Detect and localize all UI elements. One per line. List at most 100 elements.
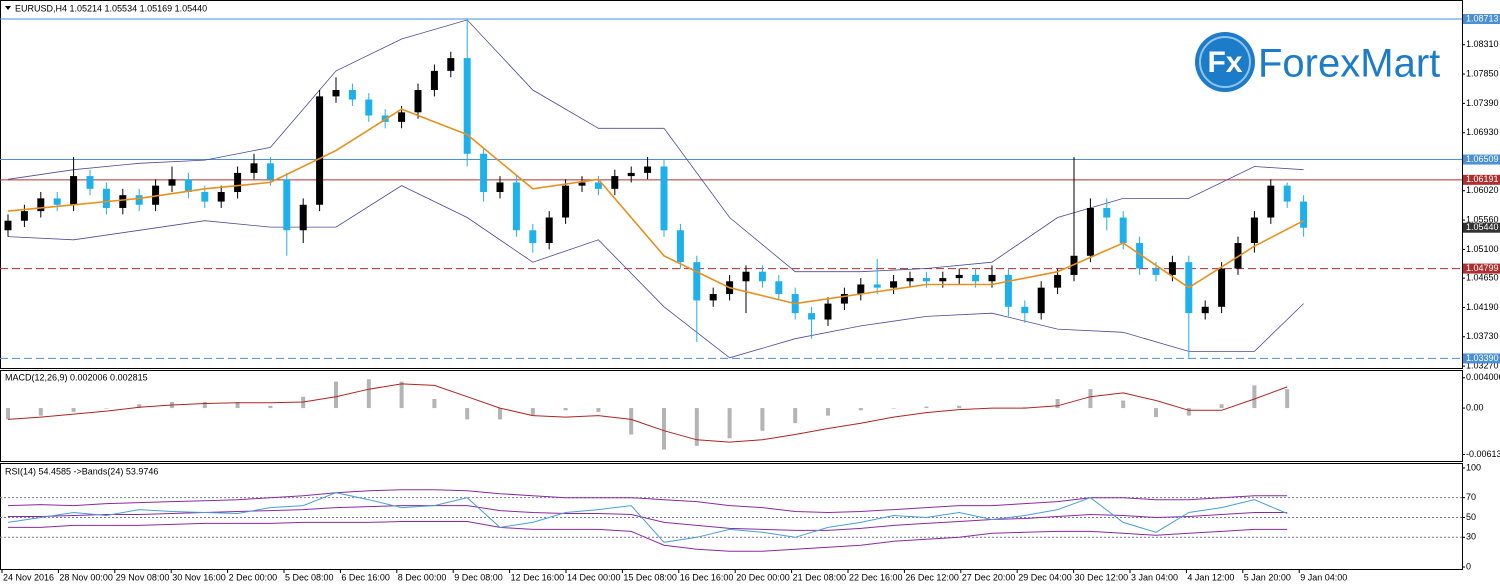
macd-panel-frame: [0, 370, 1463, 462]
time-label: 22 Dec 16:00: [849, 572, 903, 582]
candle-body: [873, 284, 881, 288]
candle-body: [250, 163, 258, 173]
candle-body: [578, 182, 586, 186]
candle-body: [742, 271, 750, 282]
time-label: 28 Nov 00:00: [59, 572, 113, 582]
macd-histogram-bar: [727, 408, 732, 439]
candle-body: [234, 172, 242, 193]
macd-histogram-bar: [104, 408, 109, 409]
macd-histogram-bar: [858, 408, 863, 411]
candle-body: [955, 274, 963, 279]
price-level-label: 1.03390: [1466, 353, 1499, 363]
logo-ring: [1199, 36, 1251, 88]
y-tick-label: 50: [1466, 512, 1476, 522]
time-label: 15 Dec 08:00: [623, 572, 677, 582]
candle-body: [939, 278, 947, 282]
rsi-band: [8, 505, 1288, 531]
price-level-tag: [1463, 353, 1500, 364]
time-label: 5 Jan 20:00: [1244, 572, 1291, 582]
macd-title: MACD(12,26,9) 0.002006 0.002815: [5, 372, 148, 382]
candle-body: [480, 153, 488, 193]
macd-histogram-bar: [1154, 408, 1158, 418]
candle-body: [1103, 207, 1111, 218]
macd-histogram-bar: [1055, 398, 1060, 409]
candle-body: [758, 271, 766, 282]
time-label: 27 Dec 20:00: [962, 572, 1016, 582]
y-tick-label: 100: [1466, 462, 1481, 472]
main-title: EURUSD,H4 1.05214 1.05534 1.05169 1.0544…: [15, 3, 207, 13]
candle-body: [1136, 243, 1144, 269]
candle-body: [430, 70, 438, 90]
candle-body: [37, 198, 45, 212]
candle-body: [922, 278, 930, 282]
y-tick-label: 1.03270: [1466, 360, 1499, 370]
y-tick-label: 1.04650: [1466, 272, 1499, 282]
candle-body: [594, 182, 602, 189]
candle-body: [365, 99, 373, 116]
candle-body: [676, 230, 684, 263]
main-panel-frame: [0, 0, 1463, 369]
macd-histogram-bar: [334, 381, 338, 409]
y-tick-label: 1.07850: [1466, 68, 1499, 78]
candle-body: [332, 89, 340, 97]
candle-body: [562, 185, 570, 218]
candle-body: [102, 188, 110, 208]
y-tick-label: 1.06930: [1466, 127, 1499, 137]
candle-body: [299, 204, 307, 231]
time-label: 26 Dec 12:00: [905, 572, 959, 582]
macd-histogram-bar: [366, 379, 371, 409]
candle-body: [1168, 262, 1176, 275]
candle-body: [660, 166, 668, 231]
macd-histogram-bar: [38, 408, 43, 416]
logo-text: ForexMart: [1258, 42, 1440, 86]
candle-body: [168, 179, 176, 186]
candle-body: [4, 220, 12, 231]
candle-body: [840, 294, 848, 304]
time-label: 8 Dec 00:00: [398, 572, 447, 582]
time-label: 14 Dec 00:00: [567, 572, 621, 582]
y-tick-label: 0.004006: [1466, 372, 1500, 382]
macd-histogram-bar: [399, 381, 404, 409]
y-tick-label: 30: [1466, 532, 1476, 542]
candle-body: [627, 172, 635, 177]
candle-body: [348, 89, 356, 100]
current-price-label: 1.05440: [1466, 222, 1499, 232]
candle-body: [1250, 217, 1258, 244]
bollinger-upper: [7, 19, 1304, 273]
menu-arrow[interactable]: [5, 6, 11, 10]
candle-body: [611, 176, 619, 189]
time-label: 16 Dec 16:00: [680, 572, 734, 582]
time-label: 20 Dec 00:00: [736, 572, 790, 582]
y-tick-label: 1.05560: [1466, 214, 1499, 224]
price-level-tag: [1463, 14, 1500, 25]
logo-circle: [1195, 32, 1255, 92]
candle-body: [1054, 274, 1062, 288]
candle-body: [201, 192, 209, 202]
rsi-band: [7, 489, 1288, 514]
rsi-line: [7, 492, 1288, 543]
candle-body: [709, 294, 717, 301]
y-tick-label: 1.06020: [1466, 185, 1499, 195]
price-level-label: 1.06191: [1466, 174, 1499, 184]
macd-histogram-bar: [924, 406, 929, 409]
macd-histogram-bar: [760, 408, 765, 431]
candle-body: [972, 274, 980, 282]
candle-body: [496, 182, 504, 193]
macd-histogram-bar: [826, 408, 830, 416]
candle-body: [119, 195, 127, 208]
candle-body: [1086, 207, 1094, 256]
y-tick-label: 70: [1466, 492, 1476, 502]
candle-body: [398, 112, 406, 122]
time-label: 9 Dec 08:00: [454, 572, 503, 582]
candle-body: [86, 176, 94, 189]
time-label: 29 Nov 08:00: [116, 572, 170, 582]
candle-body: [693, 262, 701, 301]
time-label: 2 Dec 00:00: [229, 572, 278, 582]
candle-body: [316, 96, 324, 205]
time-label: 6 Dec 16:00: [341, 572, 390, 582]
macd-histogram-bar: [432, 398, 437, 409]
candle-body: [414, 89, 422, 113]
price-level-label: 1.04799: [1466, 263, 1499, 273]
logo: Fx ForexMart: [1195, 32, 1440, 92]
